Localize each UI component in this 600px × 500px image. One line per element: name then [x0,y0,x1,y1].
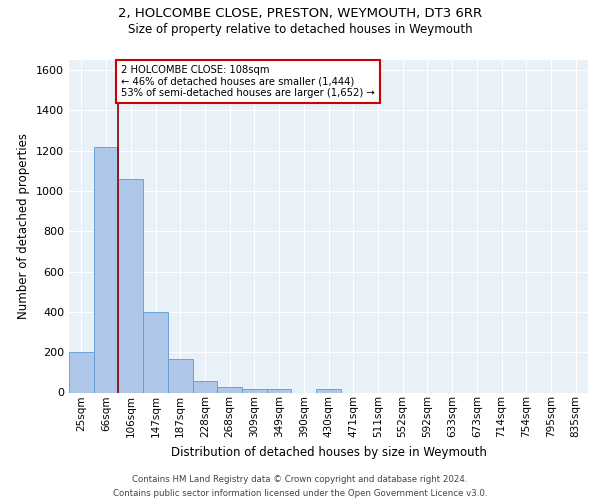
Bar [69,352,94,393]
Bar [193,382,217,392]
Text: Size of property relative to detached houses in Weymouth: Size of property relative to detached ho… [128,22,472,36]
Bar [242,390,267,392]
Text: Contains HM Land Registry data © Crown copyright and database right 2024.
Contai: Contains HM Land Registry data © Crown c… [113,476,487,498]
Bar [267,390,292,392]
Text: 2, HOLCOMBE CLOSE, PRESTON, WEYMOUTH, DT3 6RR: 2, HOLCOMBE CLOSE, PRESTON, WEYMOUTH, DT… [118,8,482,20]
Bar [143,312,168,392]
Bar [316,390,341,392]
Bar [168,359,193,392]
Bar [118,179,143,392]
Bar [94,146,118,392]
Text: 2 HOLCOMBE CLOSE: 108sqm
← 46% of detached houses are smaller (1,444)
53% of sem: 2 HOLCOMBE CLOSE: 108sqm ← 46% of detach… [121,65,374,98]
Y-axis label: Number of detached properties: Number of detached properties [17,133,31,320]
Bar [217,388,242,392]
X-axis label: Distribution of detached houses by size in Weymouth: Distribution of detached houses by size … [170,446,487,458]
